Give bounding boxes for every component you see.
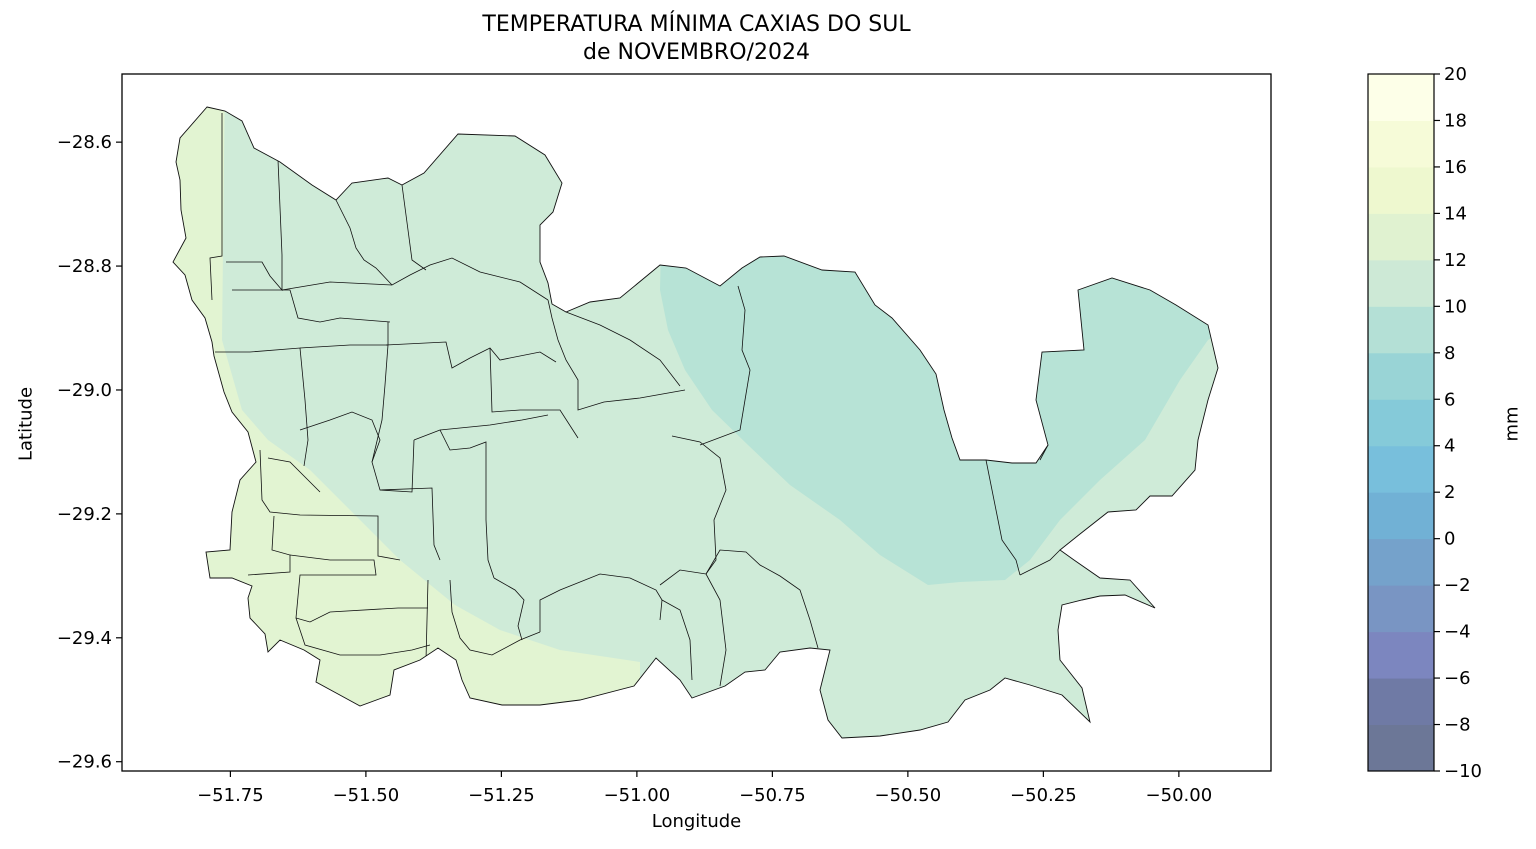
colorbar-tick-label: −4 bbox=[1444, 622, 1471, 643]
colorbar-tick-label: 16 bbox=[1444, 157, 1467, 178]
colorbar-tick-label: 12 bbox=[1444, 250, 1467, 271]
colorbar-band bbox=[1368, 352, 1434, 400]
y-axis: −28.6 −28.8 −29.0 −29.2 −29.4 −29.6 bbox=[57, 132, 122, 773]
x-tick-label: −51.25 bbox=[468, 785, 535, 806]
colorbar-frame bbox=[1367, 73, 1435, 772]
zone-12-14 bbox=[173, 107, 640, 738]
colorbar-band bbox=[1368, 492, 1434, 540]
colorbar-tick-label: −6 bbox=[1444, 668, 1471, 689]
y-tick-label: −29.4 bbox=[57, 628, 112, 649]
x-tick-label: −51.50 bbox=[333, 785, 400, 806]
y-tick-label: −29.0 bbox=[57, 380, 112, 401]
colorbar-band bbox=[1368, 585, 1434, 633]
colorbar-tick-label: 6 bbox=[1444, 389, 1455, 410]
x-tick-label: −50.25 bbox=[1010, 785, 1077, 806]
colorbar-band bbox=[1368, 724, 1434, 772]
colorbar-band bbox=[1368, 213, 1434, 261]
colorbar-band bbox=[1368, 631, 1434, 679]
x-axis-label: Longitude bbox=[651, 811, 742, 832]
y-tick-label: −28.8 bbox=[57, 256, 112, 277]
x-tick-label: −51.00 bbox=[604, 785, 671, 806]
map-title-line1: TEMPERATURA MÍNIMA CAXIAS DO SUL bbox=[482, 12, 911, 37]
colorbar-tick-label: −8 bbox=[1444, 715, 1471, 736]
municipal-boundaries bbox=[209, 113, 1061, 687]
y-axis-label: Latitude bbox=[15, 386, 37, 462]
colorbar-tick-label: 18 bbox=[1444, 110, 1467, 131]
colorbar-tick-label: 2 bbox=[1444, 482, 1455, 503]
colorbar-label: mm bbox=[1501, 406, 1523, 442]
colorbar-tick-label: −10 bbox=[1444, 761, 1482, 782]
colorbar-band bbox=[1368, 120, 1434, 168]
colorbar-band bbox=[1368, 259, 1434, 307]
colorbar-band bbox=[1368, 74, 1434, 121]
x-tick-label: −50.75 bbox=[739, 785, 806, 806]
colorbar-band bbox=[1368, 538, 1434, 586]
colorbar-tick-label: −2 bbox=[1444, 575, 1471, 596]
y-tick-label: −28.6 bbox=[57, 132, 112, 153]
colorbar-band bbox=[1368, 678, 1434, 726]
colorbar-tick-label: 0 bbox=[1444, 529, 1455, 550]
x-tick-label: −51.75 bbox=[197, 785, 264, 806]
colorbar-band bbox=[1368, 166, 1434, 214]
y-tick-label: −29.6 bbox=[57, 752, 112, 773]
map-title-line2: de NOVEMBRO/2024 bbox=[583, 40, 810, 65]
x-axis: −51.75 −51.50 −51.25 −51.00 −50.75 −50.50 −50.… bbox=[197, 771, 1212, 806]
colorbar-tick-label: 20 bbox=[1444, 64, 1467, 85]
x-tick-label: −50.50 bbox=[875, 785, 942, 806]
colorbar-band bbox=[1368, 399, 1434, 447]
y-tick-label: −29.2 bbox=[57, 504, 112, 525]
colorbar-tick-label: 8 bbox=[1444, 343, 1455, 364]
colorbar-band bbox=[1368, 306, 1434, 354]
colorbar: −10 −8 −6 −4 −2 0 2 4 6 8 10 12 14 16 18 20 bbox=[1367, 64, 1482, 782]
colorbar-tick-label: 14 bbox=[1444, 203, 1467, 224]
colorbar-tick-label: 10 bbox=[1444, 296, 1467, 317]
x-tick-label: −50.00 bbox=[1146, 785, 1213, 806]
colorbar-tick-label: 4 bbox=[1444, 436, 1455, 457]
colorbar-band bbox=[1368, 445, 1434, 493]
